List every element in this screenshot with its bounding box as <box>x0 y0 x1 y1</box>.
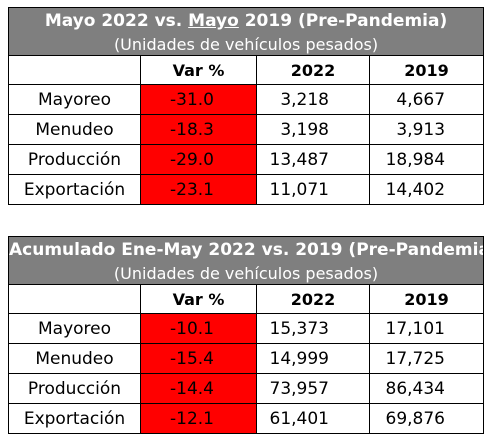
var-cell: -31.0 <box>140 84 257 115</box>
header-var: Var % <box>140 284 257 314</box>
var-cell: -15.4 <box>140 343 257 374</box>
monthly-comparison-table: Mayo 2022 vs. Mayo 2019 (Pre-Pandemia) (… <box>7 7 485 205</box>
value-2022: 11,071 <box>256 174 370 205</box>
header-2022: 2022 <box>256 55 370 85</box>
row-label: Menudeo <box>8 114 141 145</box>
value-2019: 17,101 <box>369 313 484 344</box>
underlined-month: Mayo <box>188 11 239 31</box>
value-2019: 18,984 <box>368 144 485 175</box>
table-subtitle: (Unidades de vehículos pesados) <box>7 34 485 56</box>
table-row: Menudeo -18.3 3,198 3,913 <box>8 114 485 145</box>
value-2019: 86,434 <box>369 373 484 404</box>
row-label: Exportación <box>8 403 141 434</box>
table-title: Mayo 2022 vs. Mayo 2019 (Pre-Pandemia) <box>7 7 485 34</box>
row-label: Menudeo <box>8 343 141 374</box>
cumulative-comparison-table: Acumulado Ene-May 2022 vs. 2019 (Pre-Pan… <box>8 236 484 434</box>
table-title: Acumulado Ene-May 2022 vs. 2019 (Pre-Pan… <box>8 236 484 263</box>
value-2019: 69,876 <box>369 403 484 434</box>
value-2019: 14,402 <box>368 174 485 205</box>
table-row: Exportación -23.1 11,071 14,402 <box>8 174 485 205</box>
table-row: Producción -14.4 73,957 86,434 <box>8 373 484 404</box>
row-label: Mayoreo <box>8 313 141 344</box>
header-2019: 2019 <box>368 55 485 85</box>
value-2019: 3,913 <box>368 114 485 145</box>
var-cell: -23.1 <box>140 174 257 205</box>
header-blank <box>8 284 141 314</box>
row-label: Mayoreo <box>8 84 141 115</box>
var-cell: -10.1 <box>140 313 257 344</box>
row-label: Exportación <box>8 174 141 205</box>
value-2022: 3,218 <box>256 84 370 115</box>
var-cell: -12.1 <box>140 403 257 434</box>
table-row: Mayoreo -31.0 3,218 4,667 <box>8 84 485 115</box>
table-row: Exportación -12.1 61,401 69,876 <box>8 403 484 434</box>
value-2019: 17,725 <box>369 343 484 374</box>
table-row: Mayoreo -10.1 15,373 17,101 <box>8 313 484 344</box>
row-label: Producción <box>8 144 141 175</box>
value-2022: 13,487 <box>256 144 370 175</box>
value-2022: 73,957 <box>256 373 370 404</box>
value-2022: 3,198 <box>256 114 370 145</box>
var-cell: -14.4 <box>140 373 257 404</box>
header-var: Var % <box>140 55 257 85</box>
value-2022: 61,401 <box>256 403 370 434</box>
header-2019: 2019 <box>369 284 484 314</box>
var-cell: -29.0 <box>140 144 257 175</box>
var-cell: -18.3 <box>140 114 257 145</box>
value-2019: 4,667 <box>368 84 485 115</box>
table-subtitle: (Unidades de vehículos pesados) <box>8 263 484 285</box>
value-2022: 15,373 <box>256 313 370 344</box>
table-row: Producción -29.0 13,487 18,984 <box>8 144 485 175</box>
header-2022: 2022 <box>256 284 370 314</box>
row-label: Producción <box>8 373 141 404</box>
value-2022: 14,999 <box>256 343 370 374</box>
header-blank <box>8 55 141 85</box>
table-row: Menudeo -15.4 14,999 17,725 <box>8 343 484 374</box>
